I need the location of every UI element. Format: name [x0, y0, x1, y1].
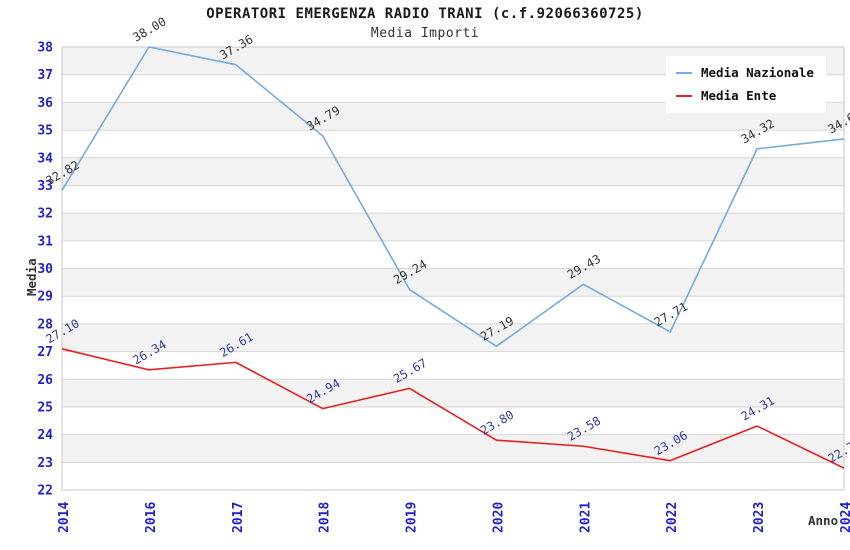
- y-tick-label: 26: [37, 373, 53, 388]
- legend-line-swatch: [676, 94, 692, 97]
- plot-band: [62, 157, 844, 186]
- plot-band: [62, 462, 844, 490]
- plot-band: [62, 130, 844, 158]
- legend-item: Media Nazionale: [676, 61, 814, 84]
- y-tick-label: 33: [37, 179, 53, 194]
- plot-band: [62, 379, 844, 407]
- y-tick-label: 36: [37, 96, 53, 111]
- y-tick-label: 23: [37, 456, 53, 471]
- plot-band: [62, 213, 844, 241]
- plot-band: [62, 434, 844, 463]
- y-tick-label: 37: [37, 68, 53, 83]
- y-tick-label: 29: [37, 290, 53, 305]
- plot-band: [62, 240, 844, 269]
- y-tick-label: 32: [37, 207, 53, 222]
- data-point-label: 38.00: [130, 14, 168, 44]
- x-tick-label: 2020: [491, 502, 506, 533]
- plot-band: [62, 268, 844, 297]
- y-tick-label: 34: [37, 151, 53, 166]
- y-axis-title: Media: [24, 258, 39, 296]
- y-tick-label: 24: [37, 428, 53, 443]
- y-tick-label: 25: [37, 400, 53, 415]
- legend-label: Media Ente: [701, 88, 777, 103]
- legend-item: Media Ente: [676, 84, 814, 107]
- x-tick-label: 2021: [578, 502, 593, 533]
- chart-subtitle: Media Importi: [370, 26, 480, 41]
- x-axis-title: Anno: [808, 513, 839, 528]
- x-tick-label: 2022: [665, 502, 680, 533]
- y-tick-label: 38: [37, 41, 53, 56]
- x-tick-label: 2023: [752, 502, 767, 533]
- legend-label: Media Nazionale: [701, 65, 814, 80]
- legend-line-swatch: [676, 71, 692, 74]
- plot-band: [62, 185, 844, 214]
- plot-band: [62, 406, 844, 435]
- x-tick-label: 2018: [318, 502, 333, 533]
- series-line-media-nazionale: [61, 46, 845, 348]
- x-tick-label: 2019: [405, 502, 420, 533]
- y-tick-label: 28: [37, 317, 53, 332]
- plot-band: [62, 296, 844, 324]
- x-tick-label: 2014: [57, 502, 72, 533]
- plot-band: [62, 351, 844, 380]
- x-tick-label: 2016: [144, 502, 159, 533]
- legend: Media Nazionale Media Ente: [666, 56, 826, 113]
- chart-title: OPERATORI EMERGENZA RADIO TRANI (c.f.920…: [206, 6, 644, 22]
- y-tick-label: 31: [37, 234, 53, 249]
- x-tick-label: 2017: [231, 502, 246, 533]
- y-tick-label: 27: [37, 345, 53, 360]
- x-tick-label: 2024: [839, 502, 850, 533]
- y-tick-label: 35: [37, 124, 53, 139]
- y-tick-label: 22: [37, 484, 53, 499]
- plot-band: [62, 323, 844, 352]
- y-tick-label: 30: [37, 262, 53, 277]
- plot-frame: [61, 46, 845, 491]
- series-line-media-ente: [61, 348, 845, 469]
